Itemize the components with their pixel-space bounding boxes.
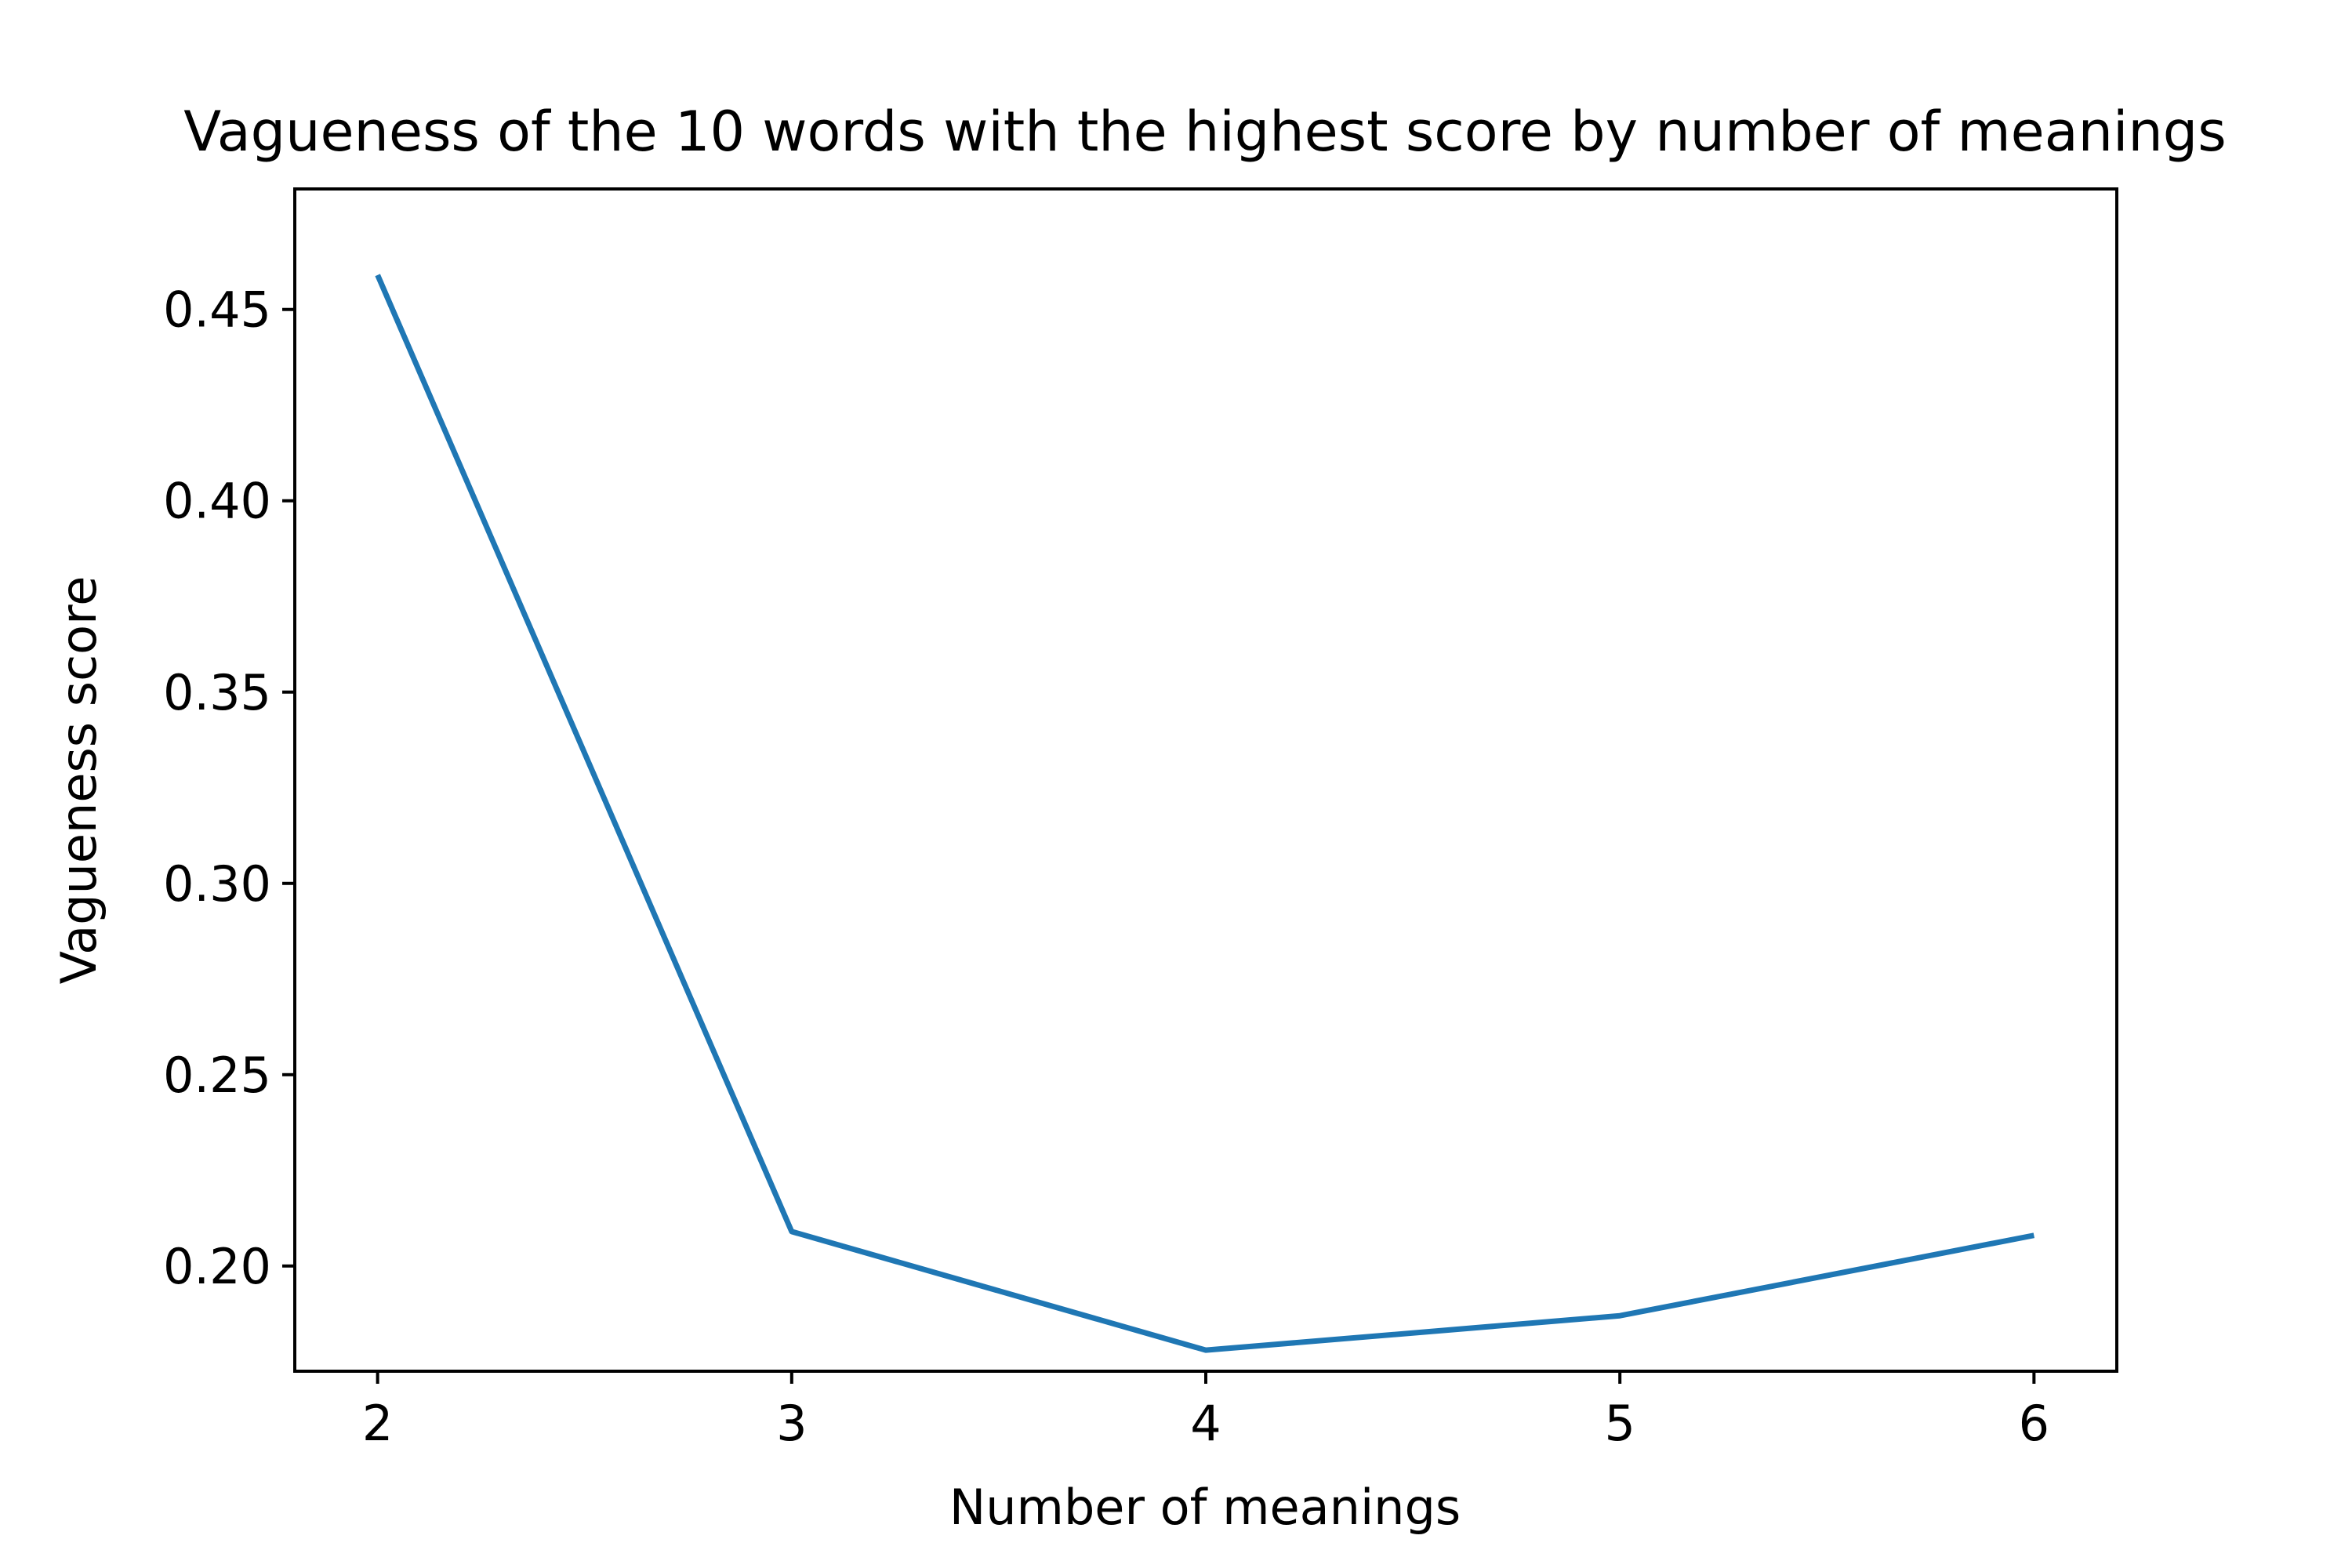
y-axis: 0.20 0.25 0.30 0.35 0.40 0.45 <box>163 281 295 1295</box>
x-tick-label: 6 <box>2019 1395 2049 1452</box>
y-tick-label: 0.40 <box>163 473 271 530</box>
y-tick-label: 0.35 <box>163 664 271 721</box>
chart-title: Vagueness of the 10 words with the highe… <box>183 100 2226 164</box>
y-axis-label: Vagueness score <box>50 576 107 985</box>
x-tick-label: 4 <box>1190 1395 1221 1452</box>
x-tick-label: 5 <box>1604 1395 1635 1452</box>
x-axis-label: Number of meanings <box>949 1479 1461 1536</box>
y-tick-label: 0.20 <box>163 1238 271 1295</box>
y-tick-label: 0.45 <box>163 281 271 339</box>
y-tick-label: 0.25 <box>163 1047 271 1104</box>
series-line <box>375 274 2035 1353</box>
x-axis: 2 3 4 5 6 <box>362 1371 2049 1452</box>
x-tick-label: 2 <box>362 1395 393 1452</box>
plot-frame <box>293 187 2118 1373</box>
x-tick-label: 3 <box>776 1395 807 1452</box>
plot-area <box>375 274 2035 1353</box>
y-tick-label: 0.30 <box>163 855 271 913</box>
